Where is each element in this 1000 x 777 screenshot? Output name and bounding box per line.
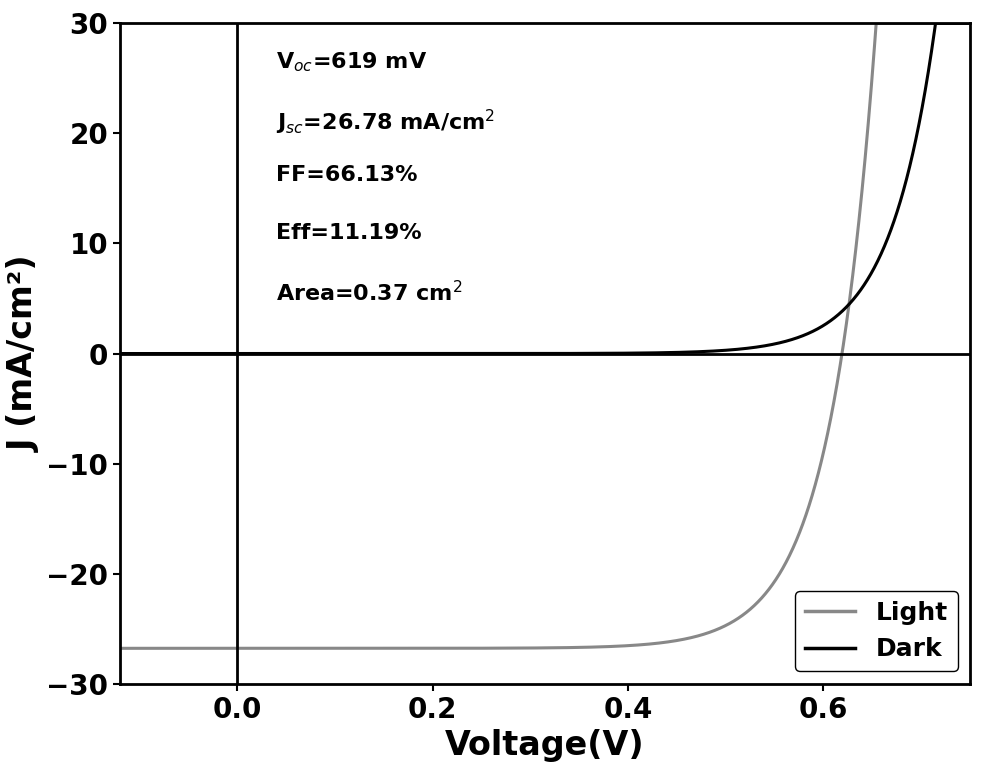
Text: FF=66.13%: FF=66.13% <box>276 166 418 185</box>
Dark <box>964 19 976 28</box>
Text: J$_{sc}$=26.78 mA/cm$^2$: J$_{sc}$=26.78 mA/cm$^2$ <box>276 108 495 138</box>
Light <box>440 643 452 653</box>
Dark <box>930 19 942 28</box>
Light <box>211 643 223 653</box>
Y-axis label: J (mA/cm²): J (mA/cm²) <box>8 255 41 452</box>
Light <box>870 19 882 28</box>
Light <box>261 643 273 653</box>
Text: V$_{oc}$=619 mV: V$_{oc}$=619 mV <box>276 51 428 75</box>
Dark <box>440 349 452 358</box>
Text: Eff=11.19%: Eff=11.19% <box>276 222 422 242</box>
Dark <box>261 349 273 358</box>
Dark <box>948 19 960 28</box>
Dark <box>114 349 126 358</box>
Light <box>114 643 126 653</box>
X-axis label: Voltage(V): Voltage(V) <box>445 729 645 762</box>
Dark <box>211 349 223 358</box>
Line: Light: Light <box>120 23 970 648</box>
Dark <box>477 349 489 358</box>
Dark <box>856 284 868 293</box>
Line: Dark: Dark <box>120 23 970 354</box>
Text: Area=0.37 cm$^2$: Area=0.37 cm$^2$ <box>276 280 463 305</box>
Light <box>948 19 960 28</box>
Legend: Light, Dark: Light, Dark <box>795 591 958 671</box>
Light <box>856 189 868 198</box>
Light <box>477 643 489 653</box>
Light <box>964 19 976 28</box>
